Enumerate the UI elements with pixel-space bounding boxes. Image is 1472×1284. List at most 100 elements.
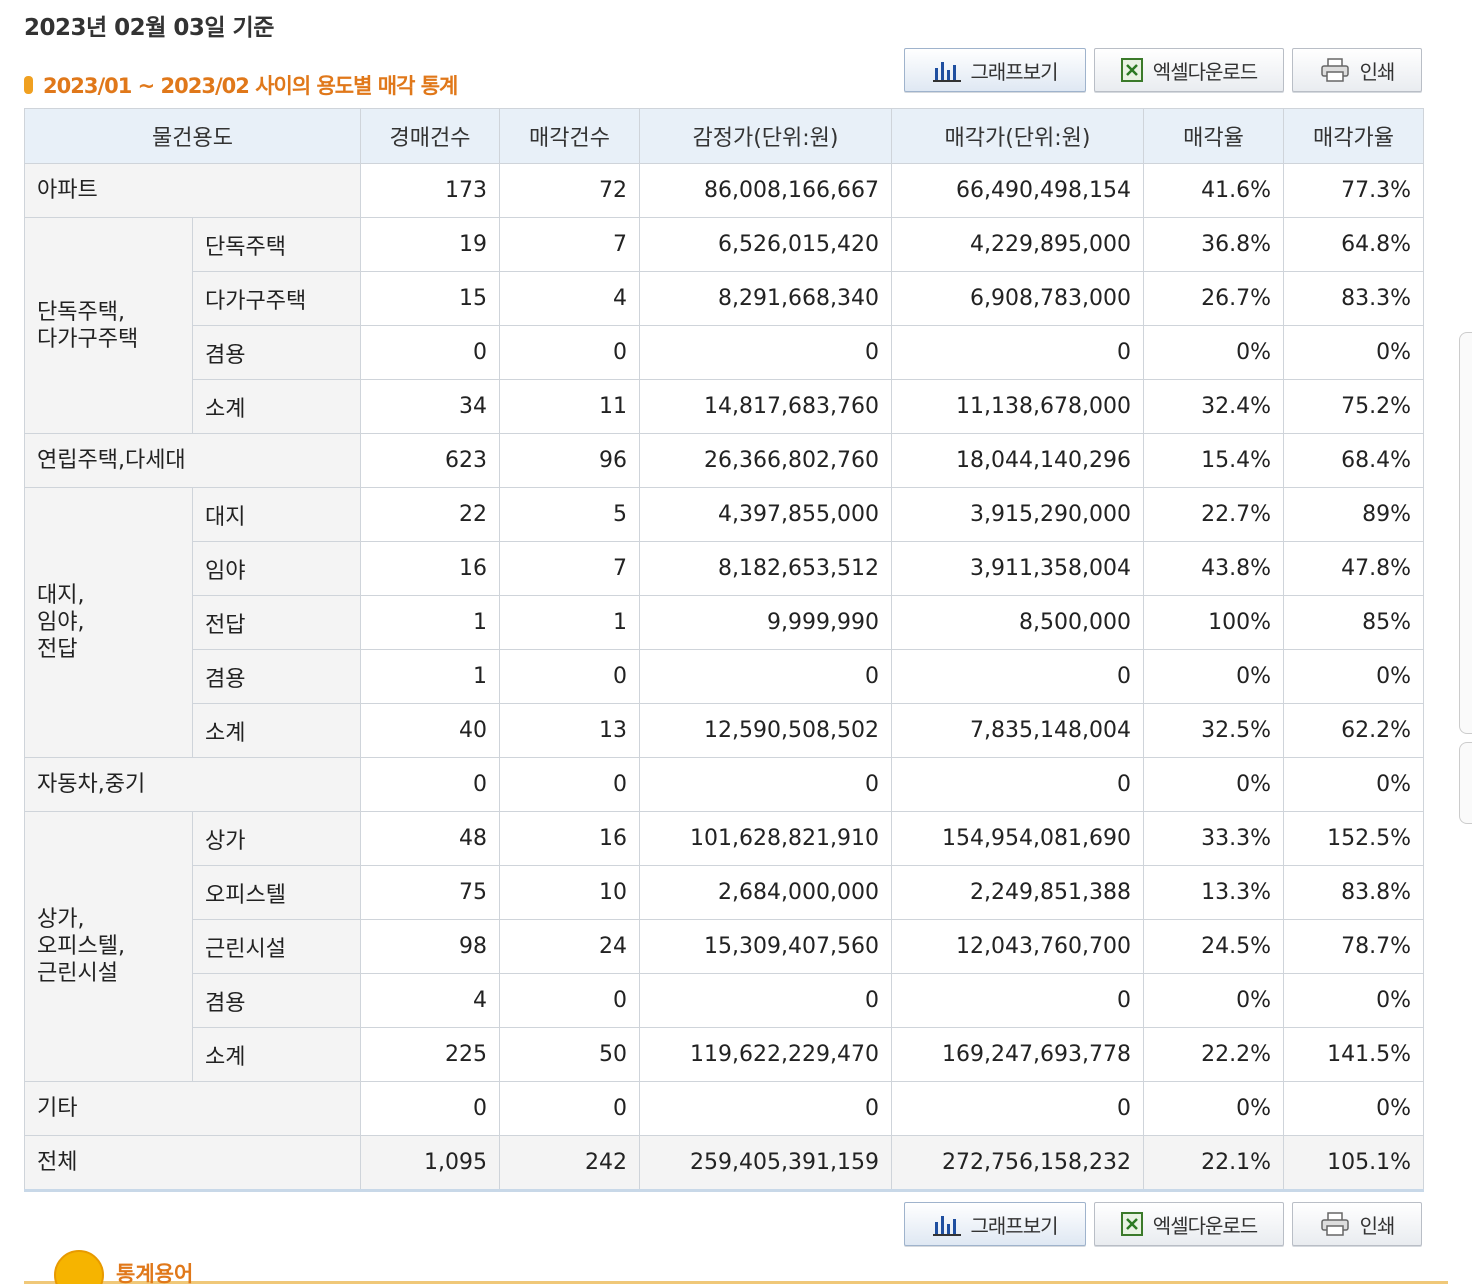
- cell-appraisal: 101,628,821,910: [639, 811, 892, 866]
- cell-sale-rate: 26.7%: [1143, 271, 1284, 326]
- cell-sale-price: 66,490,498,154: [891, 163, 1144, 218]
- cell-sale-price: 3,915,290,000: [891, 487, 1144, 542]
- divider: [24, 1281, 1448, 1284]
- table-row: 소계 40 13 12,590,508,502 7,835,148,004 32…: [25, 703, 1424, 758]
- row-label: 아파트: [24, 163, 361, 218]
- table-row: 겸용 1 0 0 0 0% 0%: [25, 649, 1424, 704]
- cell-auction-count: 0: [360, 757, 500, 812]
- cell-sale-rate: 0%: [1143, 757, 1284, 812]
- cell-price-rate: 77.3%: [1283, 163, 1424, 218]
- cell-appraisal: 0: [639, 1081, 892, 1136]
- cell-auction-count: 225: [360, 1027, 500, 1082]
- table-total-row: 전체 1,095 242 259,405,391,159 272,756,158…: [24, 1135, 1424, 1191]
- cell-auction-count: 75: [360, 865, 500, 920]
- cell-appraisal: 0: [639, 757, 892, 812]
- cell-sale-rate: 0%: [1143, 649, 1284, 704]
- cell-price-rate: 47.8%: [1283, 541, 1424, 596]
- cell-sold-count: 50: [499, 1027, 640, 1082]
- cell-sold-count: 0: [499, 973, 640, 1028]
- cell-sale-rate: 32.5%: [1143, 703, 1284, 758]
- cell-price-rate: 141.5%: [1283, 1027, 1424, 1082]
- toolbar-top: 그래프보기 엑셀다운로드 인쇄: [904, 48, 1422, 92]
- cell-price-rate: 64.8%: [1283, 217, 1424, 272]
- toolbar-bottom: 그래프보기 엑셀다운로드 인쇄: [904, 1202, 1422, 1246]
- side-scroll-tab[interactable]: [1459, 742, 1472, 824]
- cell-price-rate: 75.2%: [1283, 379, 1424, 434]
- cell-price-rate: 83.3%: [1283, 271, 1424, 326]
- cell-sale-price: 0: [891, 757, 1144, 812]
- excel-download-label: 엑셀다운로드: [1152, 59, 1258, 84]
- table-row: 전답 1 1 9,999,990 8,500,000 100% 85%: [25, 595, 1424, 650]
- table-row: 아파트 173 72 86,008,166,667 66,490,498,154…: [24, 163, 1424, 218]
- cell-sold-count: 72: [499, 163, 640, 218]
- cell-sold-count: 0: [499, 1081, 640, 1136]
- row-label: 기타: [24, 1081, 361, 1136]
- row-label: 임야: [192, 541, 361, 596]
- cell-sale-price: 272,756,158,232: [891, 1135, 1144, 1191]
- cell-price-rate: 89%: [1283, 487, 1424, 542]
- cell-sold-count: 13: [499, 703, 640, 758]
- cell-sold-count: 11: [499, 379, 640, 434]
- cell-sale-rate: 22.2%: [1143, 1027, 1284, 1082]
- header-price-rate: 매각가율: [1283, 108, 1424, 164]
- row-label: 겸용: [192, 649, 361, 704]
- cell-price-rate: 68.4%: [1283, 433, 1424, 488]
- cell-sale-price: 0: [891, 973, 1144, 1028]
- section-title-text: 2023/01 ~ 2023/02 사이의 용도별 매각 통계: [43, 74, 458, 98]
- excel-icon: [1120, 1212, 1143, 1236]
- cell-sale-price: 154,954,081,690: [891, 811, 1144, 866]
- group-label: 상가, 오피스텔, 근린시설: [24, 811, 193, 1082]
- cell-sale-rate: 43.8%: [1143, 541, 1284, 596]
- header-sold-count: 매각건수: [499, 108, 640, 164]
- table-row: 소계 34 11 14,817,683,760 11,138,678,000 3…: [25, 379, 1424, 434]
- print-label: 인쇄: [1359, 59, 1396, 84]
- cell-auction-count: 173: [360, 163, 500, 218]
- header-usage: 물건용도: [24, 108, 361, 164]
- row-label: 전답: [192, 595, 361, 650]
- table-row: 대지, 임야, 전답 대지 22 5 4,397,855,000 3,915,2…: [24, 487, 1424, 758]
- cell-sale-price: 2,249,851,388: [891, 865, 1144, 920]
- cell-sold-count: 0: [499, 325, 640, 380]
- cell-sale-rate: 36.8%: [1143, 217, 1284, 272]
- cell-price-rate: 83.8%: [1283, 865, 1424, 920]
- graph-view-button[interactable]: 그래프보기: [904, 48, 1086, 92]
- table-row: 소계 225 50 119,622,229,470 169,247,693,77…: [25, 1027, 1424, 1082]
- cell-auction-count: 15: [360, 271, 500, 326]
- cell-sale-price: 18,044,140,296: [891, 433, 1144, 488]
- cell-auction-count: 623: [360, 433, 500, 488]
- cell-sale-rate: 15.4%: [1143, 433, 1284, 488]
- cell-auction-count: 0: [360, 325, 500, 380]
- cell-price-rate: 0%: [1283, 973, 1424, 1028]
- side-scroll-tab[interactable]: [1459, 332, 1472, 734]
- excel-download-button[interactable]: 엑셀다운로드: [1094, 1202, 1284, 1246]
- cell-auction-count: 34: [360, 379, 500, 434]
- table-row: 상가, 오피스텔, 근린시설 상가 48 16 101,628,821,910 …: [24, 811, 1424, 1082]
- table-row: 오피스텔 75 10 2,684,000,000 2,249,851,388 1…: [25, 865, 1424, 920]
- graph-view-button[interactable]: 그래프보기: [904, 1202, 1086, 1246]
- cell-price-rate: 105.1%: [1283, 1135, 1424, 1191]
- cell-auction-count: 22: [360, 487, 500, 542]
- cell-sold-count: 0: [499, 649, 640, 704]
- excel-download-button[interactable]: 엑셀다운로드: [1094, 48, 1284, 92]
- cell-sale-rate: 33.3%: [1143, 811, 1284, 866]
- cell-sale-rate: 0%: [1143, 1081, 1284, 1136]
- print-button[interactable]: 인쇄: [1292, 48, 1422, 92]
- bar-chart-icon: [932, 1212, 961, 1236]
- header-auction-count: 경매건수: [360, 108, 500, 164]
- row-label: 겸용: [192, 973, 361, 1028]
- printer-icon: [1320, 58, 1350, 82]
- cell-auction-count: 0: [360, 1081, 500, 1136]
- cell-appraisal: 12,590,508,502: [639, 703, 892, 758]
- cell-sale-price: 6,908,783,000: [891, 271, 1144, 326]
- cell-price-rate: 78.7%: [1283, 919, 1424, 974]
- excel-icon: [1120, 58, 1143, 82]
- table-header-row: 물건용도 경매건수 매각건수 감정가(단위:원) 매각가(단위:원) 매각율 매…: [24, 108, 1424, 164]
- row-label: 연립주택,다세대: [24, 433, 361, 488]
- cell-sale-price: 11,138,678,000: [891, 379, 1144, 434]
- print-button[interactable]: 인쇄: [1292, 1202, 1422, 1246]
- cell-sale-price: 3,911,358,004: [891, 541, 1144, 596]
- cell-sale-price: 169,247,693,778: [891, 1027, 1144, 1082]
- cell-sale-rate: 13.3%: [1143, 865, 1284, 920]
- cell-sale-rate: 22.7%: [1143, 487, 1284, 542]
- print-label: 인쇄: [1359, 1213, 1396, 1238]
